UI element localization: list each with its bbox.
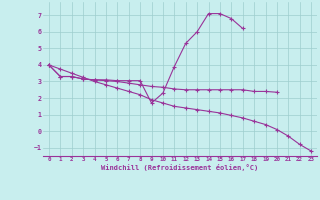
X-axis label: Windchill (Refroidissement éolien,°C): Windchill (Refroidissement éolien,°C) (101, 164, 259, 171)
